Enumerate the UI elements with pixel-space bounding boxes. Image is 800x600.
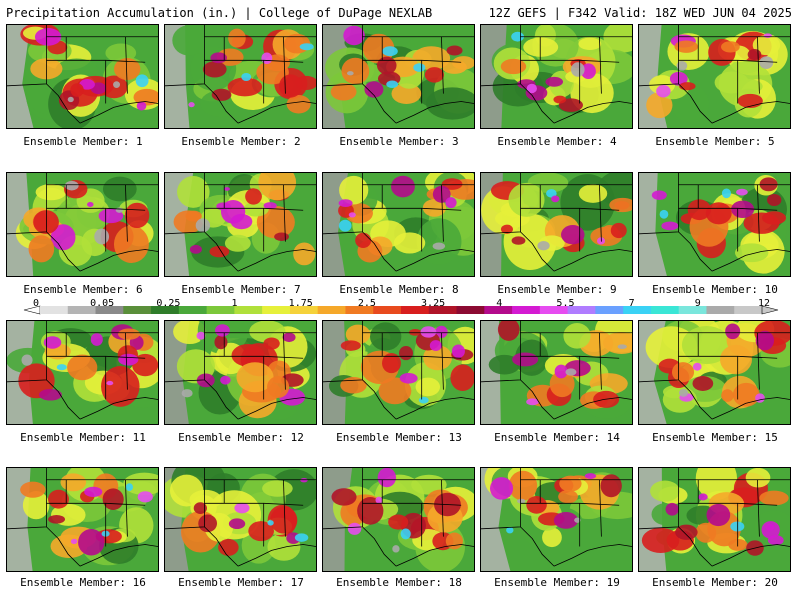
legend-tick-label: 12 <box>757 298 771 309</box>
ensemble-map-13 <box>322 320 475 425</box>
ensemble-map-10 <box>638 172 791 277</box>
legend-swatch <box>151 306 180 314</box>
legend-arrow-right <box>761 305 779 315</box>
legend-swatch <box>623 306 652 314</box>
ensemble-caption-9: Ensemble Member: 9 <box>497 283 617 296</box>
ensemble-map-6 <box>6 172 159 277</box>
ensemble-caption-20: Ensemble Member: 20 <box>652 576 778 589</box>
legend-tick-label: 4 <box>496 298 503 309</box>
legend-swatch <box>706 306 735 314</box>
ensemble-caption-14: Ensemble Member: 14 <box>494 431 620 444</box>
legend-swatch <box>317 306 346 314</box>
ensemble-caption-18: Ensemble Member: 18 <box>336 576 462 589</box>
ensemble-caption-6: Ensemble Member: 6 <box>23 283 143 296</box>
ensemble-caption-3: Ensemble Member: 3 <box>339 135 459 148</box>
ensemble-map-5 <box>638 24 791 129</box>
header-run-info: 12Z GEFS | F342 Valid: 18Z WED JUN 04 20… <box>488 6 792 20</box>
ensemble-caption-1: Ensemble Member: 1 <box>23 135 143 148</box>
ensemble-map-2 <box>164 24 317 129</box>
legend-swatch <box>734 306 763 314</box>
ensemble-caption-5: Ensemble Member: 5 <box>655 135 775 148</box>
legend-swatch <box>123 306 152 314</box>
legend-tick-label: 0.25 <box>156 298 181 309</box>
legend-tick-label: 0 <box>32 298 40 309</box>
ensemble-caption-19: Ensemble Member: 19 <box>494 576 620 589</box>
ensemble-map-3 <box>322 24 475 129</box>
legend-swatch <box>650 306 680 314</box>
legend-swatch <box>512 306 541 314</box>
legend-swatch <box>95 306 124 314</box>
header-title: Precipitation Accumulation (in.) | Colle… <box>6 6 433 20</box>
ensemble-map-17 <box>164 467 317 572</box>
ensemble-map-14 <box>480 320 633 425</box>
legend-swatch <box>678 306 707 314</box>
legend-swatch <box>539 306 569 314</box>
legend-swatch <box>206 306 235 314</box>
ensemble-caption-10: Ensemble Member: 10 <box>652 283 778 296</box>
ensemble-map-7 <box>164 172 317 277</box>
ensemble-caption-4: Ensemble Member: 4 <box>497 135 617 148</box>
legend-tick-label: 1 <box>231 298 238 309</box>
legend-tick-label: 9 <box>694 298 701 309</box>
precip-color-scale <box>23 305 779 315</box>
ensemble-map-12 <box>164 320 317 425</box>
legend-tick-label: 3.25 <box>421 298 446 309</box>
ensemble-caption-12: Ensemble Member: 12 <box>178 431 304 444</box>
legend-swatch <box>401 306 430 314</box>
ensemble-caption-17: Ensemble Member: 17 <box>178 576 304 589</box>
legend-swatch <box>234 306 263 314</box>
ensemble-caption-16: Ensemble Member: 16 <box>20 576 146 589</box>
legend-swatch <box>567 306 596 314</box>
legend-swatch <box>40 306 69 314</box>
ensemble-map-18 <box>322 467 475 572</box>
ensemble-map-19 <box>480 467 633 572</box>
legend-swatch <box>289 306 319 314</box>
ensemble-caption-13: Ensemble Member: 13 <box>336 431 462 444</box>
ensemble-caption-2: Ensemble Member: 2 <box>181 135 301 148</box>
legend-tick-label: 2.5 <box>357 298 376 309</box>
legend-swatch <box>178 306 208 314</box>
legend-swatch <box>484 306 513 314</box>
legend-swatch <box>595 306 624 314</box>
ensemble-map-11 <box>6 320 159 425</box>
legend-tick-label: 1.75 <box>288 298 313 309</box>
legend-tick-label: 5.5 <box>556 298 575 309</box>
ensemble-caption-15: Ensemble Member: 15 <box>652 431 778 444</box>
ensemble-map-16 <box>6 467 159 572</box>
legend-swatch <box>345 306 374 314</box>
legend-swatch <box>456 306 485 314</box>
ensemble-map-8 <box>322 172 475 277</box>
ensemble-map-4 <box>480 24 633 129</box>
ensemble-caption-11: Ensemble Member: 11 <box>20 431 146 444</box>
legend-swatch <box>428 306 458 314</box>
legend-swatch <box>67 306 97 314</box>
legend-tick-label: 0.05 <box>90 298 115 309</box>
ensemble-map-9 <box>480 172 633 277</box>
legend-swatch <box>262 306 291 314</box>
ensemble-map-15 <box>638 320 791 425</box>
legend-tick-label: 7 <box>628 298 635 309</box>
legend-swatch <box>373 306 402 314</box>
ensemble-caption-7: Ensemble Member: 7 <box>181 283 301 296</box>
ensemble-caption-8: Ensemble Member: 8 <box>339 283 459 296</box>
ensemble-map-1 <box>6 24 159 129</box>
ensemble-map-20 <box>638 467 791 572</box>
